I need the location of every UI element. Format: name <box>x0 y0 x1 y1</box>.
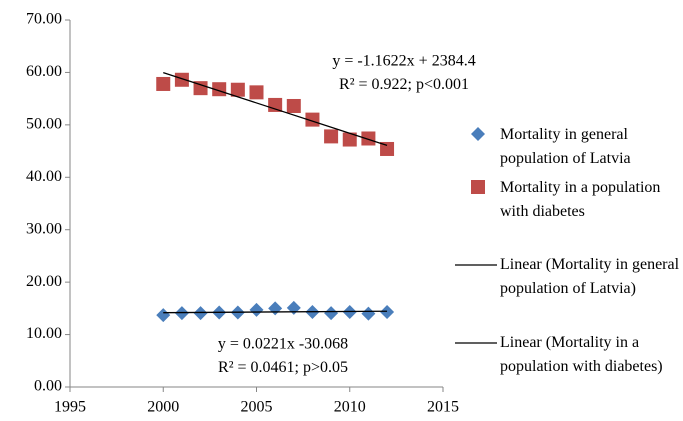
point <box>324 306 339 321</box>
trendline-equation: y = -1.1622x + 2384.4 <box>332 53 475 70</box>
trendline <box>163 310 388 314</box>
point <box>156 308 171 323</box>
x-tick-label: 2015 <box>427 399 459 416</box>
y-tick-label: 0.00 <box>34 378 62 395</box>
legend-marker <box>471 127 485 141</box>
y-tick-label: 70.00 <box>26 11 62 28</box>
y-tick-label: 10.00 <box>26 325 62 342</box>
y-tick-label: 30.00 <box>26 220 62 237</box>
point <box>268 301 283 316</box>
point <box>286 98 301 113</box>
point <box>249 302 264 317</box>
x-tick-label: 2010 <box>334 399 366 416</box>
legend-label: Mortality in general population of Latvi… <box>500 126 631 167</box>
point <box>361 131 376 146</box>
y-tick-label: 50.00 <box>26 116 62 133</box>
point <box>174 72 189 87</box>
trendline-equation: R² = 0.0461; p>0.05 <box>218 359 348 376</box>
y-tick-label: 60.00 <box>26 63 62 80</box>
point <box>380 141 395 156</box>
legend-label: Linear (Mortality in general population … <box>500 256 680 297</box>
point <box>324 129 339 144</box>
point <box>249 85 264 100</box>
point <box>268 97 283 112</box>
trendline-equation: y = 0.0221x -30.068 <box>218 336 348 353</box>
legend-label: Linear (Mortality in a population with d… <box>500 334 663 375</box>
point <box>230 82 245 97</box>
point <box>286 300 301 315</box>
point <box>212 82 227 97</box>
point <box>380 305 395 320</box>
point <box>156 76 171 91</box>
point <box>305 112 320 127</box>
x-tick-label: 2000 <box>147 399 179 416</box>
legend-label: Mortality in a population with diabetes <box>500 179 661 220</box>
point <box>342 132 357 147</box>
point <box>361 306 376 321</box>
trendline <box>163 71 388 147</box>
y-tick-label: 40.00 <box>26 168 62 185</box>
y-tick-label: 20.00 <box>26 273 62 290</box>
trendline-equation: R² = 0.922; p<0.001 <box>339 76 469 93</box>
legend-marker <box>471 180 485 194</box>
x-tick-label: 2005 <box>241 399 273 416</box>
point <box>193 81 208 96</box>
x-tick-label: 1995 <box>54 399 86 416</box>
